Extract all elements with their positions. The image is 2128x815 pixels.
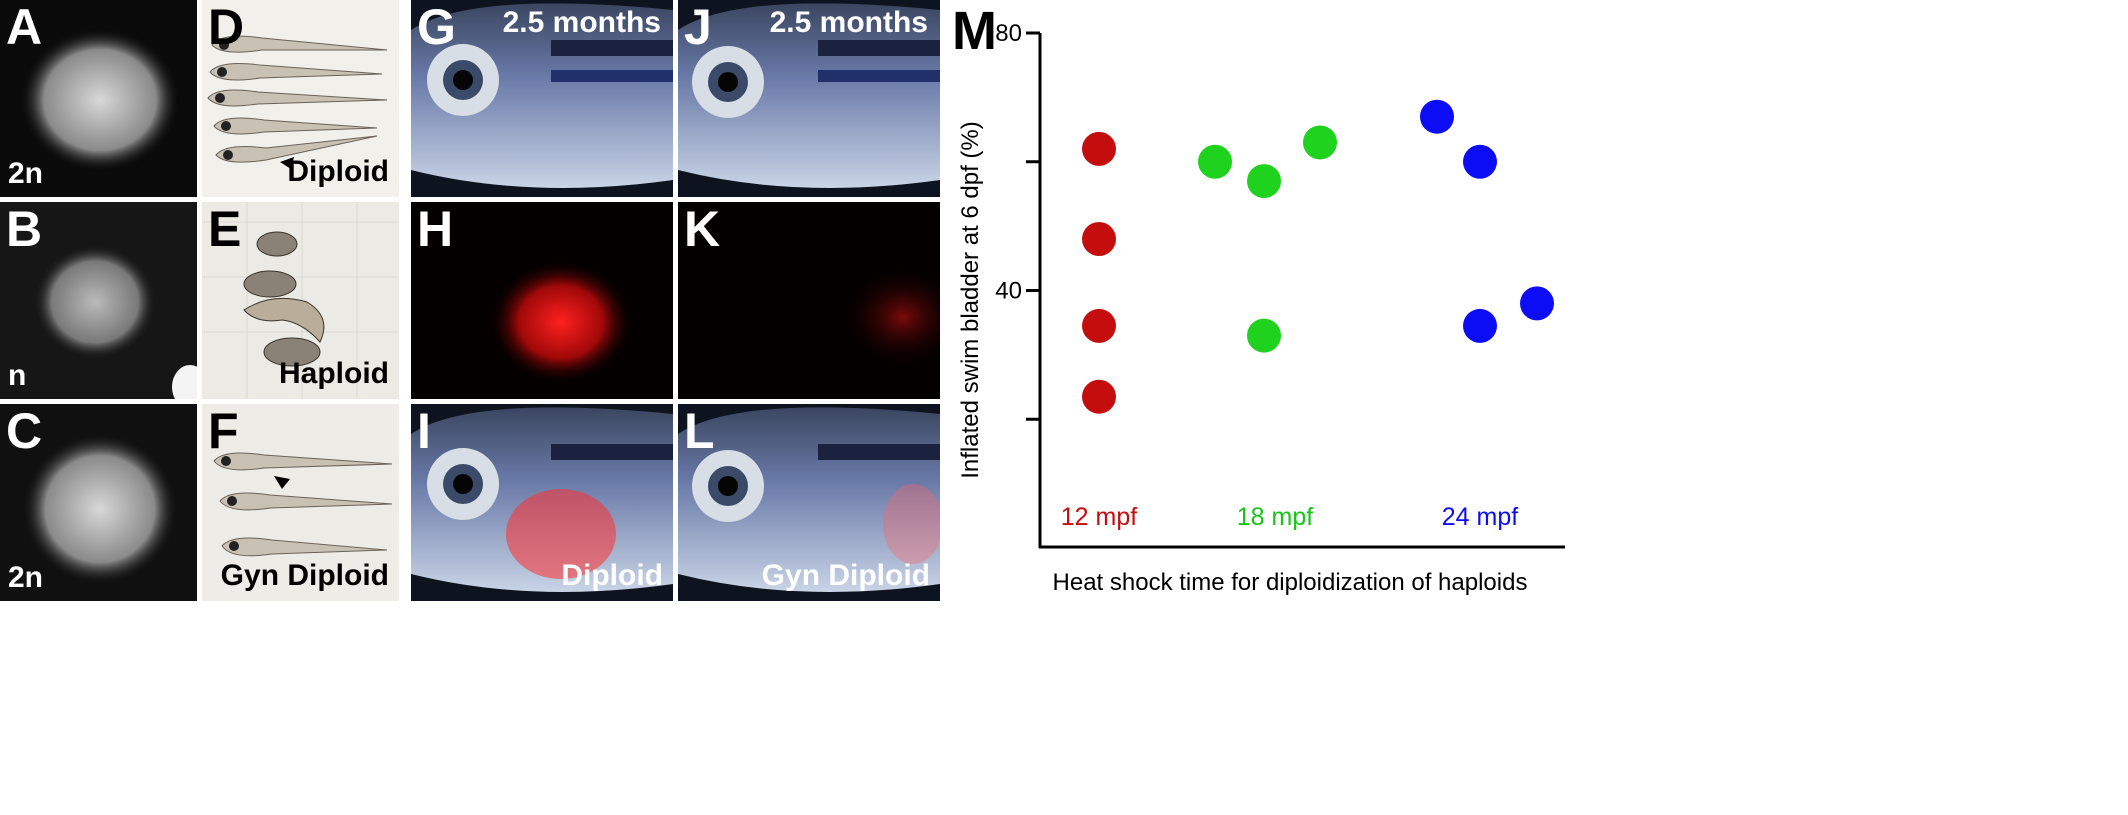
fluorescence-image (491, 262, 631, 382)
data-point (1247, 164, 1281, 199)
panel-e: E Haploid (202, 202, 399, 399)
y-tick-label: 40 (995, 278, 1022, 305)
panel-k: K (678, 202, 940, 399)
category-label: 12 mpf (1061, 503, 1137, 531)
panel-label-d: Diploid (287, 155, 389, 188)
data-point (1082, 222, 1116, 256)
larvae-image (213, 452, 393, 557)
data-point (1082, 308, 1116, 343)
category-label: 24 mpf (1442, 503, 1518, 531)
panel-letter-m: M (952, 1, 997, 61)
data-point (1082, 131, 1116, 166)
adult-fish-image (411, 3, 673, 189)
panel-letter-c: C (6, 404, 43, 459)
chromosome-spread-image (20, 28, 180, 172)
x-axis-label: Heat shock time for diploidization of ha… (1053, 569, 1528, 596)
panel-b: B n (0, 202, 197, 399)
age-label-j: 2.5 months (769, 6, 928, 39)
age-label-g: 2.5 months (502, 6, 661, 39)
larvae-image (202, 202, 399, 399)
data-point (1082, 379, 1116, 414)
panel-label-i: Diploid (561, 559, 663, 592)
ploidy-label-c: 2n (8, 561, 44, 594)
larvae-image (207, 35, 388, 169)
adult-fish-image (411, 407, 673, 592)
adult-fish-image (678, 3, 940, 189)
panel-a: A 2n (0, 0, 197, 197)
data-point (1463, 144, 1497, 179)
chromosome-spread-image (22, 433, 178, 585)
panel-letter-f: F (208, 404, 239, 459)
panel-letter-j: J (684, 0, 712, 55)
y-tick-label: 80 (995, 20, 1022, 47)
panel-h: H (411, 202, 673, 399)
adult-fish-image (678, 407, 940, 592)
panel-j: J 2.5 months (678, 0, 940, 197)
panel-i: I Diploid (411, 404, 673, 601)
panel-letter-b: B (6, 202, 43, 257)
arrowhead-icon (274, 476, 290, 489)
panel-letter-d: D (208, 0, 245, 55)
data-point (1463, 308, 1497, 343)
y-axis-label: Inflated swim bladder at 6 dpf (%) (957, 121, 984, 479)
panel-label-e: Haploid (279, 357, 389, 390)
panel-c: C 2n (0, 404, 197, 601)
ploidy-label-b: n (8, 359, 27, 392)
panel-f: F Gyn Diploid (202, 404, 399, 601)
category-label: 18 mpf (1237, 503, 1313, 531)
panel-letter-h: H (417, 202, 454, 257)
data-point (1303, 125, 1337, 160)
panel-d: D Diploid (202, 0, 399, 197)
arrowhead-icon (280, 157, 294, 169)
panel-letter-i: I (417, 404, 431, 459)
panel-letter-k: K (684, 202, 721, 257)
panel-label-l: Gyn Diploid (761, 559, 930, 592)
data-point (1247, 318, 1281, 353)
data-point (1520, 286, 1554, 321)
fluorescence-image (843, 267, 940, 367)
panel-letter-l: L (684, 404, 715, 459)
panel-letter-g: G (417, 0, 456, 55)
chromosome-spread-image (33, 244, 197, 399)
ploidy-label-a: 2n (8, 157, 44, 190)
panel-l: L Gyn Diploid (678, 404, 940, 601)
panel-letter-e: E (208, 202, 242, 257)
panel-g: G 2.5 months (411, 0, 673, 197)
swim-bladder-chart: 80 40 12 mpf 18 mpf 24 mpf Inflated swim bl… (957, 20, 1565, 596)
panel-label-f: Gyn Diploid (220, 559, 389, 592)
data-point (1198, 144, 1232, 179)
data-point (1420, 99, 1454, 134)
panel-letter-a: A (6, 0, 43, 55)
